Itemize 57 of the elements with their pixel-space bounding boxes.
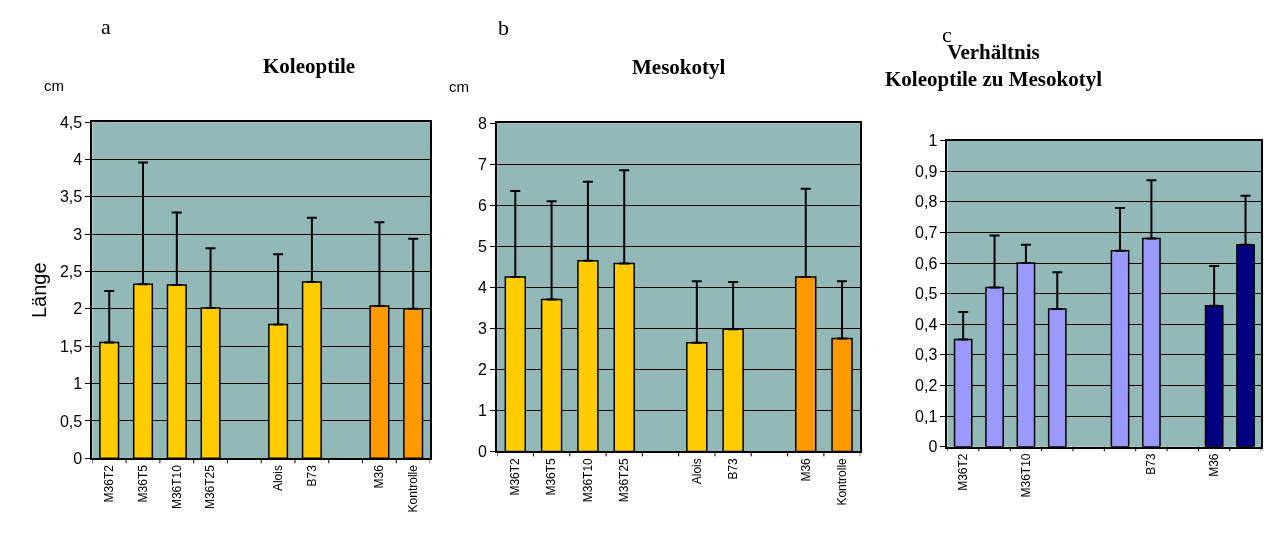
y-tick-label: 0 [928,438,938,456]
y-axis-title: Länge [27,262,50,319]
x-tick-label: Kontrolle [834,457,849,506]
x-tick-label: M36T2 [508,457,523,496]
text: cm [449,78,469,95]
y-tick-label: 3 [478,319,488,337]
y-tick-label: 2 [73,300,83,318]
y-tick-label: 2 [478,360,488,378]
x-tick-label: M36T2 [956,453,971,491]
y-tick-label: 0 [73,449,83,467]
y-tick-label: 0,8 [915,193,938,211]
y-tick-label: 3,5 [59,188,83,206]
x-tick-label: M36 [1207,453,1222,477]
x-tick-label: M36T5 [135,464,150,503]
y-tick-label: 8 [478,114,488,132]
y-tick-label: 7 [478,155,488,173]
y-tick-label: 1 [928,132,938,150]
y-tick-label: 0,6 [915,254,938,272]
y-tick-label: 0,7 [915,223,938,241]
y-tick-label: 5 [478,237,488,255]
x-tick-label: B73 [1144,453,1159,475]
y-tick-label: 0,2 [915,377,938,395]
y-tick-label: 0 [478,443,488,461]
x-tick-label: B73 [726,457,741,480]
x-tick-label: M36T10 [1018,453,1033,498]
x-tick-label: M36T10 [169,464,184,510]
x-tick-label: Kontrolle [406,464,421,513]
x-tick-label: M36 [372,464,387,489]
x-tick-label: Alois [689,458,704,485]
y-tick-label: 2,5 [59,263,83,281]
y-tick-label: 0,1 [915,407,938,425]
text: a [101,14,111,39]
y-tick-label: 1 [478,401,488,419]
x-tick-label: M36 [798,457,813,482]
x-tick-label: M36T25 [617,457,632,503]
x-tick-label: B73 [304,464,319,487]
chart-title: Mesokotyl [632,55,726,79]
y-tick-label: 3 [73,225,83,243]
y-tick-label: 0,5 [59,412,83,430]
y-tick-label: 0,5 [915,285,938,303]
y-tick-label: 1 [73,375,83,393]
x-tick-label: M36T2 [102,464,117,503]
y-tick-label: 0,9 [915,162,938,180]
y-tick-label: 4,5 [59,113,83,131]
text: b [498,15,509,40]
x-tick-label: M36T5 [544,457,559,496]
text: cm [44,77,64,94]
x-tick-label: Alois [271,465,286,492]
x-tick-label: M36T25 [203,464,218,510]
y-tick-label: 6 [478,196,488,214]
y-tick-label: 0,3 [915,346,938,364]
x-tick-label: M36T10 [580,457,595,503]
chart-title: Koleoptile [263,54,356,78]
y-tick-label: 0,4 [915,315,938,333]
y-tick-label: 1,5 [59,337,83,355]
y-tick-label: 4 [478,278,488,296]
y-tick-label: 4 [73,151,83,169]
